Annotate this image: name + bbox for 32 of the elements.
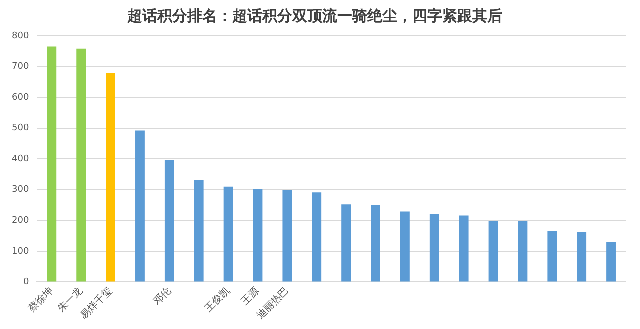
- bar: [577, 232, 587, 282]
- x-tick-label: 邓伦: [150, 284, 174, 308]
- bar: [282, 190, 292, 282]
- bar: [518, 221, 528, 282]
- bar: [164, 160, 174, 282]
- y-tick-label: 200: [12, 216, 30, 226]
- x-tick-label: 王俊凯: [202, 284, 232, 315]
- y-tick-label: 100: [12, 246, 30, 257]
- bar: [606, 242, 616, 282]
- bar: [47, 46, 57, 282]
- y-tick-label: 700: [12, 62, 30, 72]
- y-tick-label: 300: [12, 185, 30, 196]
- bar: [459, 216, 469, 282]
- bar: [488, 221, 498, 282]
- y-tick-label: 400: [12, 154, 30, 164]
- bar: [312, 192, 322, 282]
- y-tick-label: 800: [12, 31, 30, 42]
- bar: [76, 48, 86, 282]
- bar: [342, 204, 352, 282]
- chart-title: 超话积分排名：超话积分双顶流一骑绝尘，四字紧跟其后: [126, 6, 502, 25]
- bar: [136, 130, 145, 282]
- bar: [194, 180, 204, 282]
- bar: [400, 212, 410, 282]
- bar: [430, 214, 440, 282]
- x-tick-label: 王源: [239, 284, 262, 308]
- bar: [224, 186, 234, 282]
- y-tick-label: 600: [12, 92, 30, 103]
- bar: [548, 231, 558, 282]
- bar: [253, 188, 263, 282]
- y-tick-label: 500: [12, 124, 30, 134]
- bar: [371, 205, 380, 282]
- bar: [106, 74, 116, 282]
